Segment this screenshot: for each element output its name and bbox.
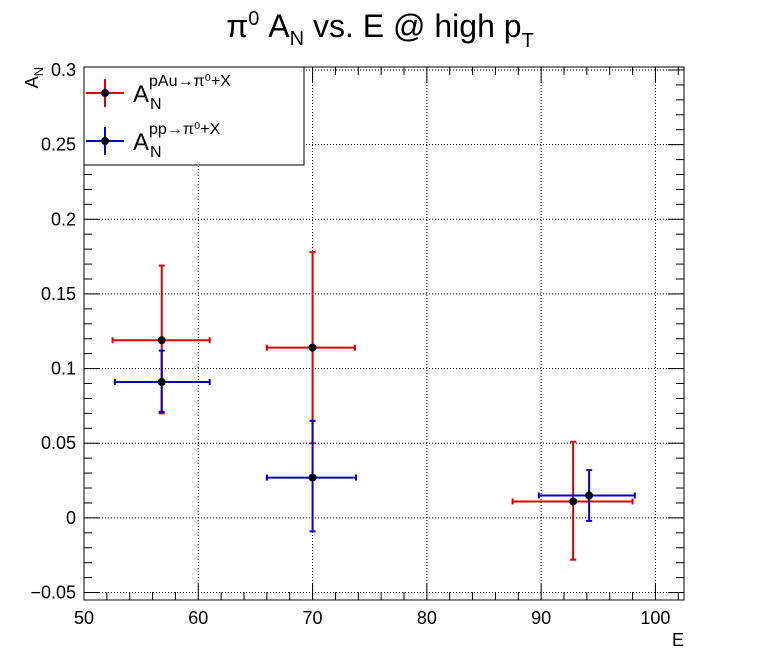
title-pi: π [226,8,248,44]
legend-label: ApAu→π⁰+X [133,73,231,108]
marker [308,473,317,482]
y-tick-label: 0.25 [41,135,76,155]
legend-marker [101,89,109,97]
marker [569,497,578,506]
data-points [111,251,636,561]
series-1 [113,349,636,533]
x-tick-label: 100 [640,608,670,628]
legend-marker [101,137,109,145]
data-point [265,251,356,445]
y-tick-label: 0.15 [41,284,76,304]
y-axis-title: AN [22,67,46,88]
legend-label-base: A [133,81,149,108]
title-a-sub: N [290,28,304,50]
data-point [265,419,357,533]
series-0 [111,251,634,561]
title-pi-sup: 0 [248,8,259,30]
y-tick-label: 0.1 [51,359,76,379]
x-tick-label: 50 [74,608,94,628]
x-tick-label: 60 [188,608,208,628]
title-a: A [259,8,290,44]
y-tick-label: 0.05 [41,433,76,453]
legend-label-sup: pp→π⁰+X [149,121,221,138]
legend-entry: App→π⁰+XN [86,121,221,161]
y-tick-label: 0.3 [51,60,76,80]
legend-label-sub: N [150,144,162,161]
marker [157,336,166,345]
y-tick-label: 0.2 [51,209,76,229]
legend-label-base: A [133,129,149,156]
x-tick-label: 90 [531,608,551,628]
axis-tick-labels: 50 60 70 80 90 100 −0.05 0 0.05 0.1 0.15 0.2 0.25 0.3 [30,60,670,628]
marker [308,343,317,352]
data-point [511,440,634,561]
legend-label: App→π⁰+X [133,121,221,156]
x-axis-title: E [672,630,684,650]
marker [585,491,594,500]
chart-title: π0 AN vs. E @ high pT [226,8,534,52]
legend-label-sub: N [150,96,162,113]
data-point [113,349,211,413]
y-tick-label: 0 [66,508,76,528]
x-tick-label: 80 [417,608,437,628]
title-rest: vs. E @ high p [304,8,521,44]
legend-entry: ApAu→π⁰+XN [86,73,231,113]
y-tick-label: −0.05 [30,583,76,603]
marker [157,378,166,387]
title-pt-sub: T [522,30,534,52]
y-axis-title-base: A [22,76,42,88]
data-point [537,469,636,522]
y-axis-title-sub: N [31,67,46,76]
legend-label-sup: pAu→π⁰+X [149,73,231,90]
legend-box [83,66,305,166]
x-tick-label: 70 [303,608,323,628]
plot-frame [83,66,685,601]
